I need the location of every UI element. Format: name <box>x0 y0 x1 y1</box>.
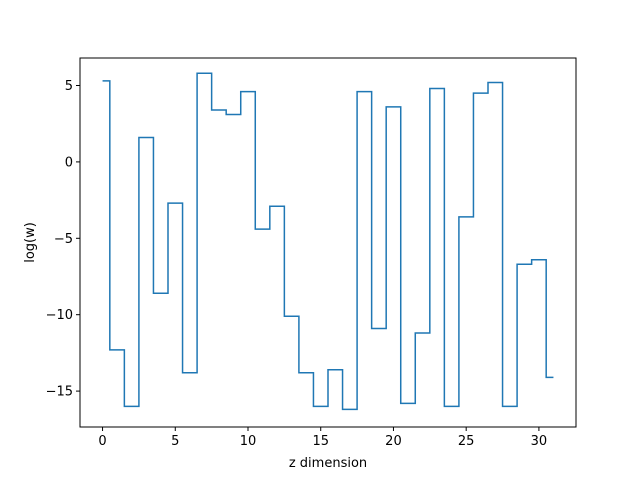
y-tick-label: −15 <box>46 385 73 400</box>
y-axis: −15 −10 −5 0 5 <box>46 79 80 400</box>
y-axis-label: log(w) <box>23 222 38 263</box>
x-tick-label: 25 <box>458 434 475 449</box>
x-axis: 0 5 10 15 20 25 30 <box>98 427 547 449</box>
x-axis-label: z dimension <box>289 456 367 471</box>
y-tick-label: 5 <box>65 79 73 94</box>
x-tick-label: 30 <box>531 434 548 449</box>
x-tick-label: 10 <box>240 434 257 449</box>
x-tick-label: 5 <box>171 434 179 449</box>
plot-area <box>80 58 576 427</box>
x-tick-label: 20 <box>385 434 402 449</box>
y-tick-label: −5 <box>54 232 73 247</box>
plot-frame <box>79 57 577 428</box>
series-line-0 <box>102 72 554 411</box>
x-tick-label: 15 <box>312 434 329 449</box>
series-layer <box>102 72 554 411</box>
y-tick-label: −10 <box>46 308 73 323</box>
y-tick-label: 0 <box>65 155 73 170</box>
x-tick-label: 0 <box>98 434 106 449</box>
